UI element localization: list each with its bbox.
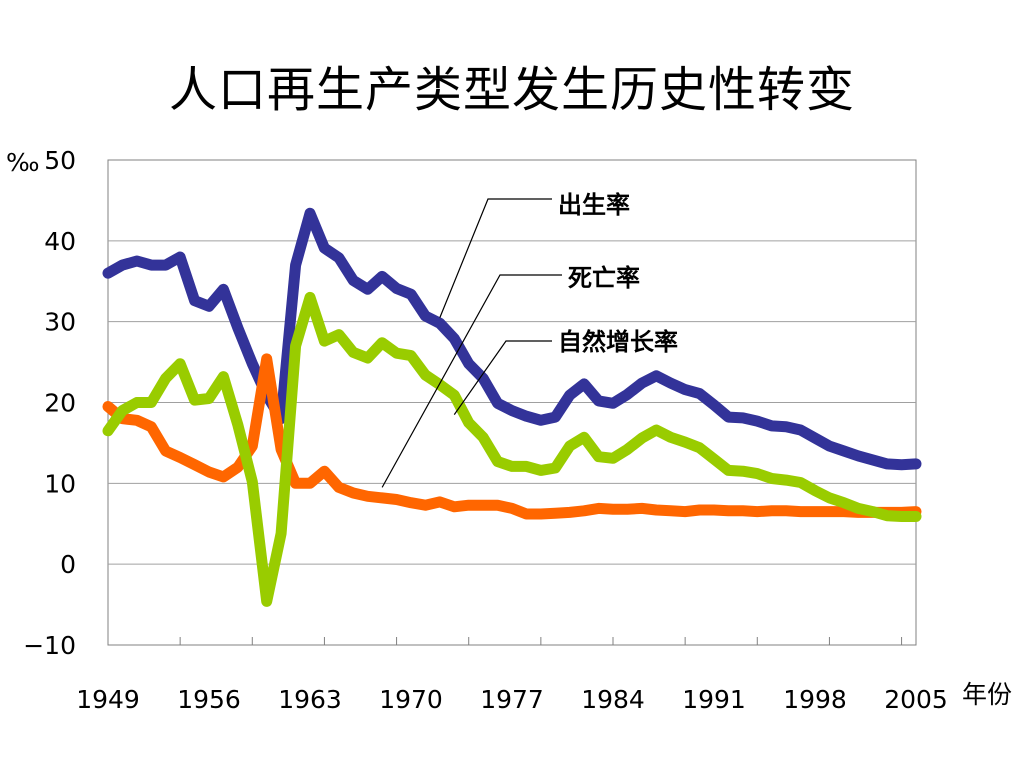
annotation-leader: [453, 340, 552, 415]
x-tick-label: 1991: [682, 685, 746, 714]
series-line-1: [102, 207, 922, 471]
y-tick-label: 0: [60, 550, 76, 579]
annotation-label: 死亡率: [568, 264, 640, 292]
x-axis-label: 年份: [962, 680, 1012, 709]
y-tick-label: 40: [44, 227, 76, 256]
y-axis-label: ‰: [6, 148, 40, 177]
y-tick-label: 20: [44, 389, 76, 418]
x-tick-label: 1970: [379, 685, 443, 714]
x-tick-label: 1956: [177, 685, 241, 714]
annotation-label: 出生率: [558, 191, 630, 219]
series-line-3: [102, 291, 922, 607]
x-tick-label: 1949: [76, 685, 140, 714]
x-tick-label: 2005: [884, 685, 948, 714]
annotation-leader: [381, 274, 562, 488]
y-tick-label: 50: [44, 146, 76, 175]
x-tick-label: 1977: [480, 685, 544, 714]
chart-title: 人口再生产类型发生历史性转变: [168, 62, 855, 118]
x-tick-label: 1963: [278, 685, 342, 714]
annotation-label: 自然增长率: [558, 328, 678, 356]
y-tick-label: 30: [44, 308, 76, 337]
x-tick-label: 1984: [581, 685, 645, 714]
annotation-leader: [439, 198, 552, 318]
y-tick-label: 10: [44, 469, 76, 498]
x-tick-label: 1998: [783, 685, 847, 714]
y-tick-label: −10: [23, 631, 76, 660]
